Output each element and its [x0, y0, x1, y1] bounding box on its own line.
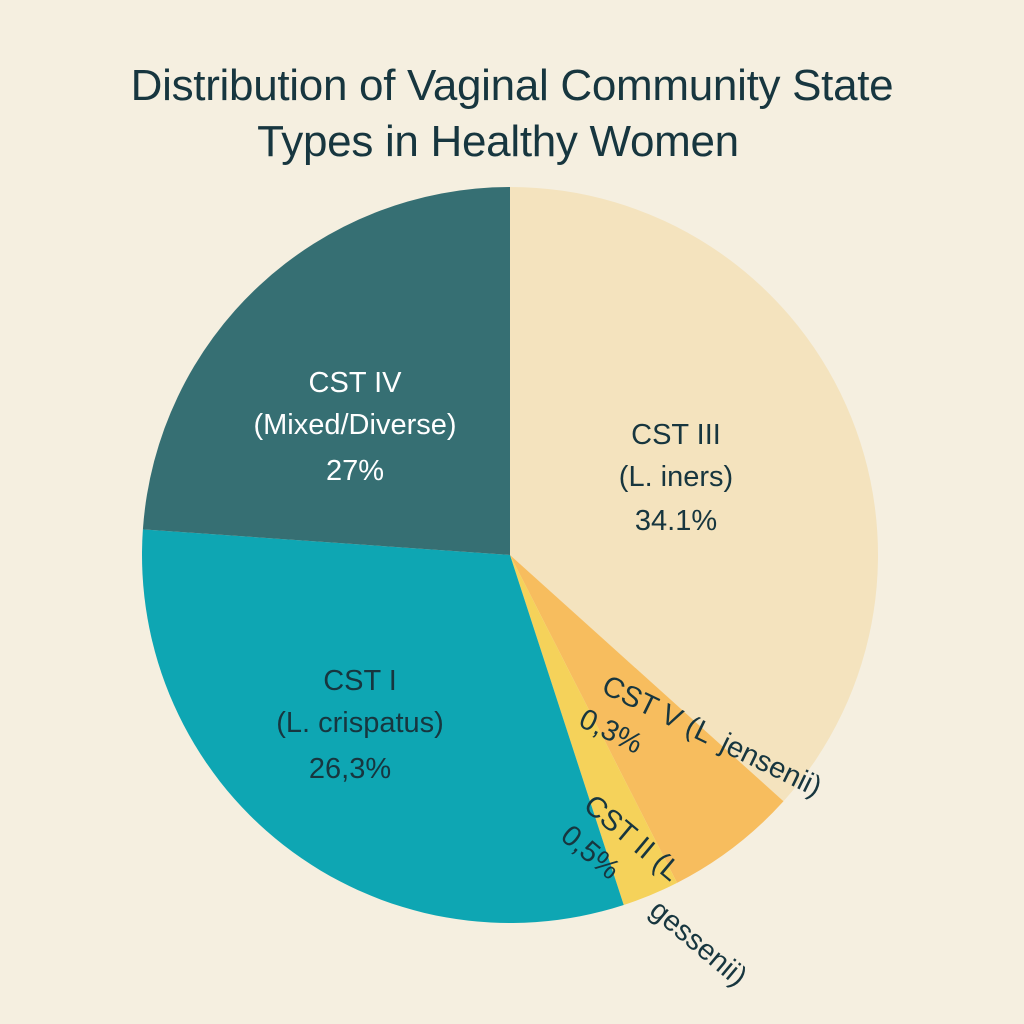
label-cst-i-name: CST I — [323, 665, 397, 697]
chart-title: Distribution of Vaginal Community State … — [0, 58, 1024, 170]
pie-slice-cst-i — [141, 529, 624, 923]
pie-slice-cst-v — [510, 555, 784, 883]
label-cst-i-species: (L. crispatus) — [276, 707, 444, 739]
pie-slice-cst-iii — [510, 187, 878, 802]
label-cst-iv-species: (Mixed/Diverse) — [253, 409, 456, 441]
label-cst-iii-species: (L. iners) — [619, 461, 733, 493]
label-cst-iv-name: CST IV — [309, 367, 403, 399]
label-cst-iii-value: 34.1% — [635, 505, 717, 537]
label-cst-ii-species: gessenii) — [643, 894, 752, 993]
chart-title-line1: Distribution of Vaginal Community State — [130, 61, 894, 110]
pie-slice-cst-iv — [142, 187, 510, 555]
chart-title-line2: Types in Healthy Women — [257, 117, 739, 166]
label-cst-iv-value: 27% — [326, 455, 384, 487]
label-cst-iii-name: CST III — [631, 419, 721, 451]
label-cst-i-value: 26,3% — [309, 753, 391, 785]
pie-slice-cst-ii — [510, 555, 678, 905]
